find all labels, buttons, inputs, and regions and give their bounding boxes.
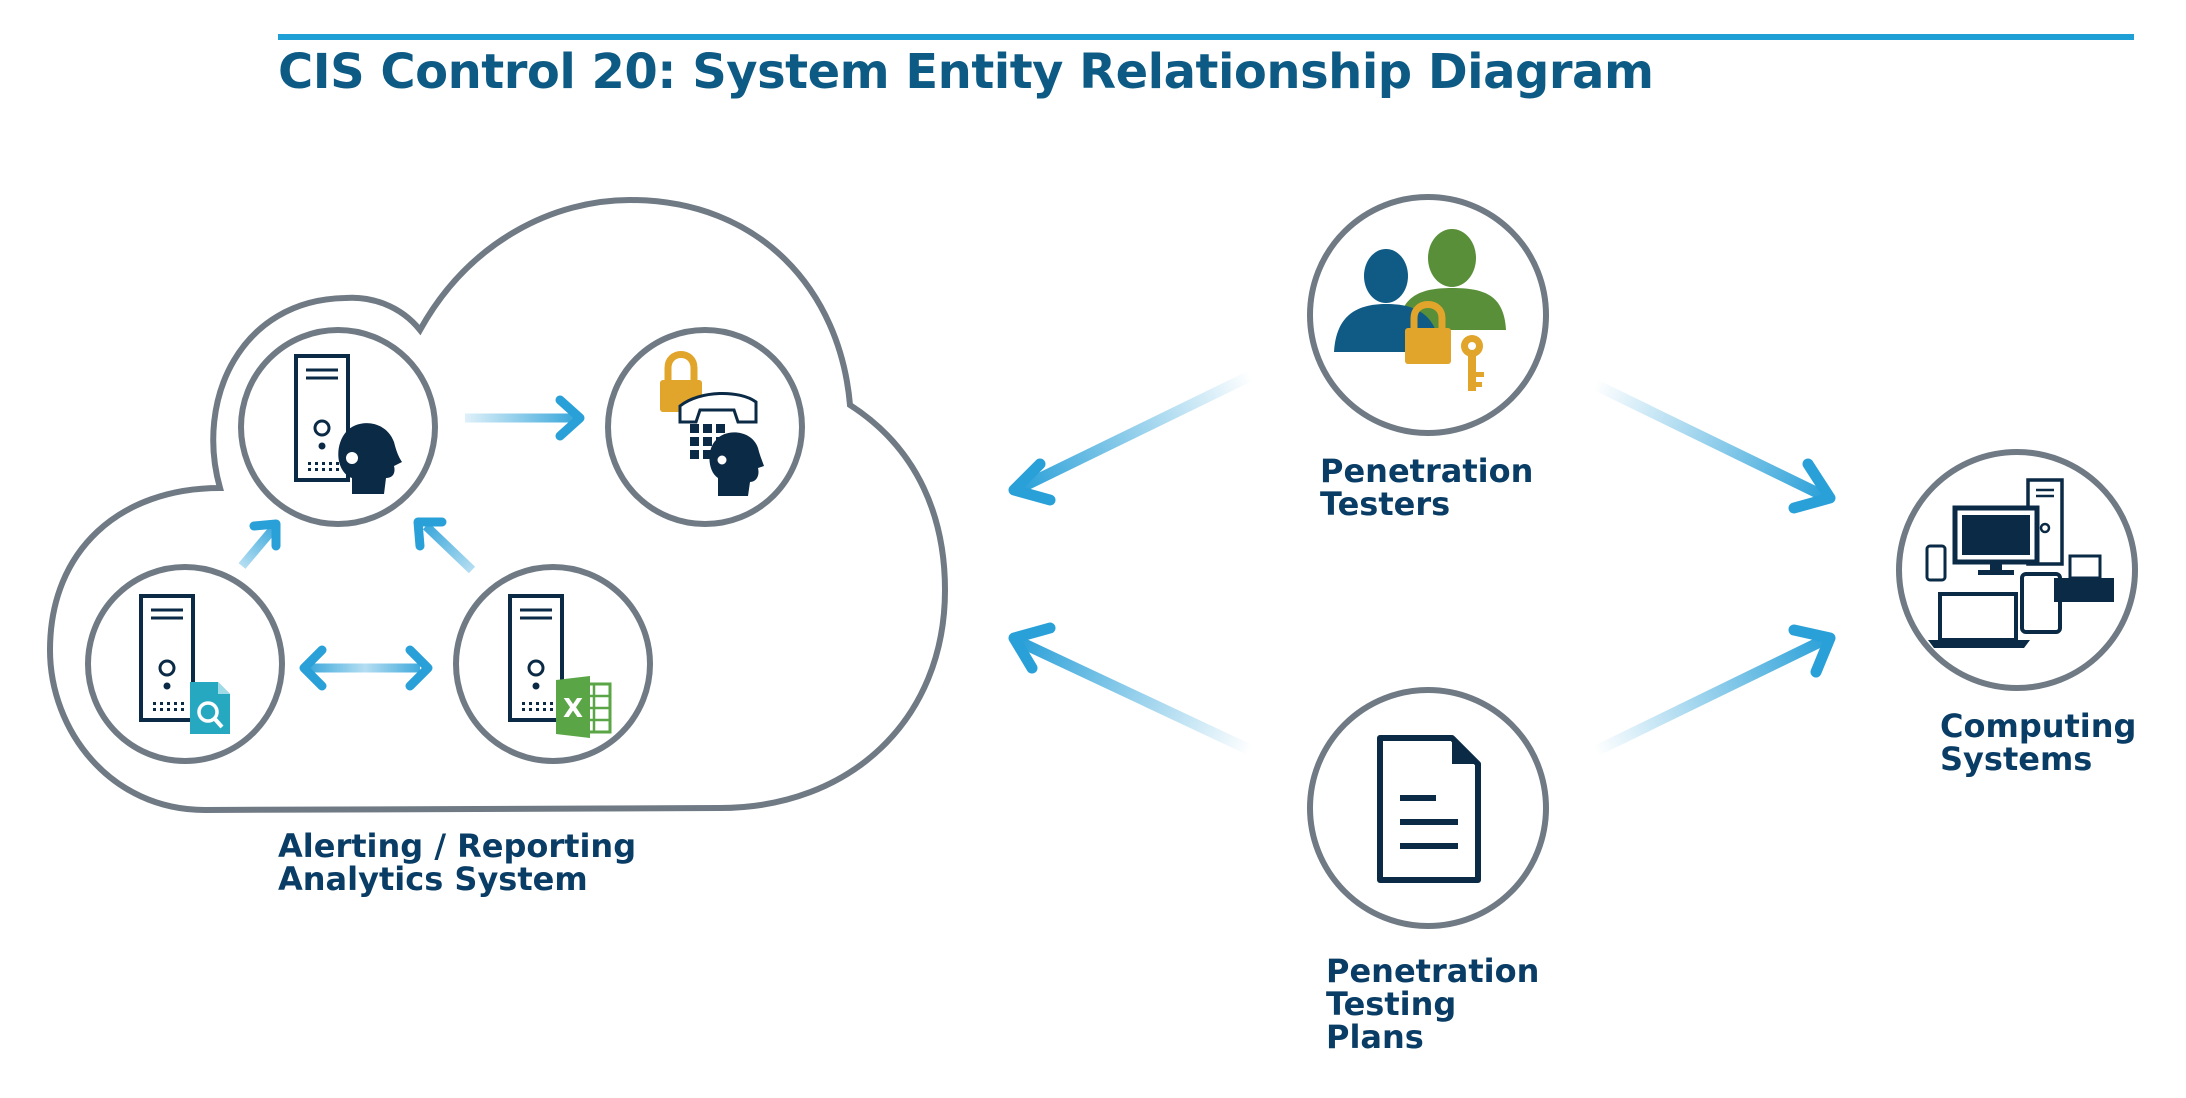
computing-systems-label: Computing Systems	[1940, 710, 2136, 776]
penetration-testers-node	[1307, 194, 1549, 436]
penetration-testing-plans-node	[1307, 687, 1549, 929]
label-line: Testing	[1326, 985, 1457, 1023]
label-line: Testers	[1320, 485, 1451, 523]
arrow-plans-to-analytics	[1008, 622, 1256, 756]
secure-phone-node	[605, 327, 805, 527]
cloud-outline	[46, 196, 949, 814]
arrow-helpdesk-to-phone	[465, 395, 585, 441]
arrow-testers-to-computing	[1592, 380, 1836, 514]
label-line: Alerting / Reporting	[278, 827, 637, 865]
label-line: Penetration	[1326, 952, 1540, 990]
excel-icon: X	[556, 676, 612, 738]
arrow-testers-to-analytics	[1008, 370, 1256, 506]
users-lock-key-icon	[1334, 229, 1506, 391]
label-line: Analytics System	[278, 860, 588, 898]
label-line: Computing	[1940, 707, 2137, 745]
search-document-icon	[190, 682, 230, 734]
arrow-search-excel-bidirectional	[299, 645, 433, 691]
server-excel-node: X	[453, 564, 653, 764]
agent-head-icon	[709, 432, 764, 496]
analytics-system-label: Alerting / Reporting Analytics System	[278, 830, 636, 896]
penetration-testing-plans-label: Penetration Testing Plans	[1326, 955, 1539, 1054]
arrow-search-to-helpdesk	[238, 519, 281, 569]
page-title: CIS Control 20: System Entity Relationsh…	[278, 44, 1654, 100]
penetration-testers-label: Penetration Testers	[1320, 455, 1533, 521]
excel-glyph: X	[563, 694, 583, 724]
server-helpdesk-node	[238, 327, 438, 527]
server-search-node	[85, 564, 285, 764]
arrow-excel-to-helpdesk	[413, 517, 476, 574]
devices-icon	[1925, 478, 2114, 648]
title-rule	[278, 34, 2134, 40]
computing-systems-node	[1896, 449, 2138, 691]
document-icon	[1377, 735, 1481, 883]
label-line: Plans	[1326, 1018, 1424, 1056]
label-line: Systems	[1940, 740, 2093, 778]
arrow-plans-to-computing	[1592, 624, 1836, 756]
label-line: Penetration	[1320, 452, 1534, 490]
